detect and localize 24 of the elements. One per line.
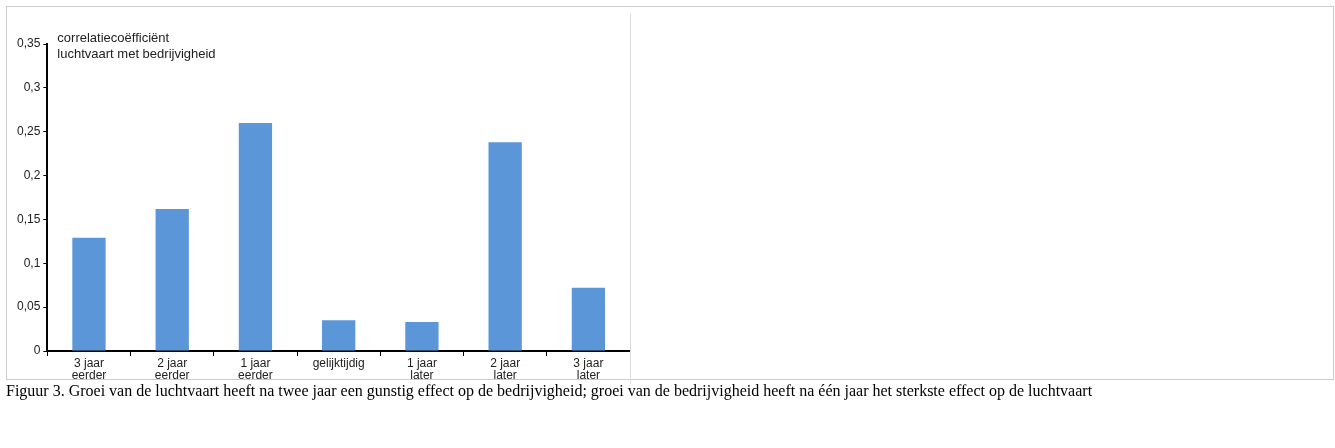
bar bbox=[322, 320, 356, 351]
y-tick-label: 0,2 bbox=[23, 167, 41, 182]
x-tick-label: 2 jaar eerder bbox=[154, 356, 190, 383]
bar bbox=[155, 208, 189, 351]
bar bbox=[488, 142, 522, 351]
y-tick-label: 0,15 bbox=[17, 211, 41, 226]
y-tick-label: 0 bbox=[33, 343, 41, 358]
x-tick-label: 3 jaar later bbox=[573, 356, 604, 383]
y-tick-label: 0,35 bbox=[17, 36, 41, 51]
y-tick-label: 0,05 bbox=[17, 299, 41, 314]
x-tick-label: 1 jaar eerder bbox=[238, 356, 273, 383]
y-tick-label: 0,3 bbox=[23, 80, 41, 95]
y-tick-label: 0,25 bbox=[17, 124, 41, 139]
x-tick-label: 1 jaar later bbox=[406, 356, 437, 383]
bar bbox=[72, 237, 106, 351]
x-tick-label: 2 jaar later bbox=[490, 356, 521, 383]
text: Figuur 3. Groei van de luchtvaart heeft na twee jaar een gunstig effect op de bedrijvigheid; groei van de bedrijvigheid heeft na één jaar het sterkste effect op de luchtvaart bbox=[6, 381, 1094, 401]
y-axis-title: correlatiecoëfficiënt luchtvaart met bedrijvigheid bbox=[57, 30, 216, 62]
bar bbox=[571, 287, 606, 351]
bar bbox=[405, 322, 439, 351]
x-tick-label: 3 jaar eerder bbox=[71, 356, 107, 383]
x-tick-label: gelijktijdig bbox=[312, 356, 365, 371]
y-tick-label: 0,1 bbox=[23, 255, 41, 270]
bar bbox=[238, 122, 273, 351]
